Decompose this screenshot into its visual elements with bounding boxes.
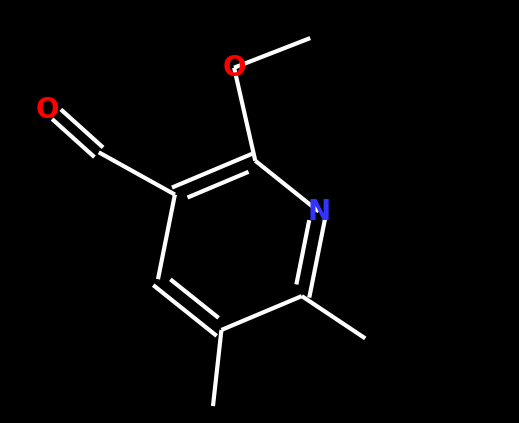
Text: O: O xyxy=(222,54,246,82)
Text: O: O xyxy=(35,96,59,124)
Text: N: N xyxy=(307,198,330,225)
